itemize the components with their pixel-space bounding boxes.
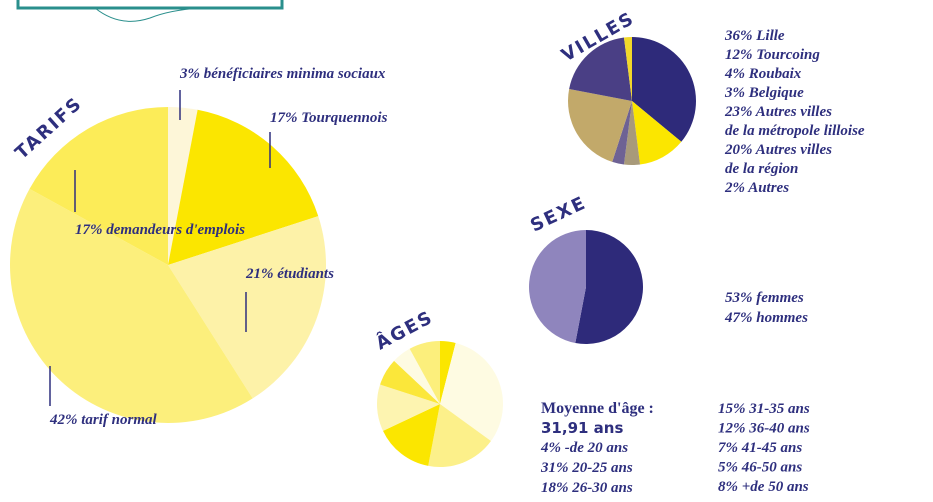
slice-label: 5% 46-50 ans	[718, 460, 802, 476]
slice-label: 8% +de 50 ans	[718, 479, 809, 495]
slice-label: 12% 36-40 ans	[718, 421, 810, 437]
decor-line	[95, 8, 200, 21]
slice-label: 17% Tourquennois	[270, 110, 388, 126]
slice-label: 4% -de 20 ans	[540, 440, 628, 456]
slice-label: 3% Belgique	[724, 85, 804, 101]
slice-label: 47% hommes	[724, 310, 808, 326]
chart-title: SEXE	[527, 192, 590, 236]
slice-label: 42% tarif normal	[49, 412, 158, 428]
slice-label: 53% femmes	[725, 290, 804, 306]
slice-label: 2% Autres	[724, 180, 789, 196]
slice-label: 21% étudiants	[245, 266, 334, 282]
slice-label: 7% 41-45 ans	[718, 440, 802, 456]
pie-slice	[529, 230, 586, 343]
slice-label: 3% bénéficiaires minima sociaux	[179, 66, 386, 82]
decor-frame	[18, 0, 282, 8]
slice-label: 36% Lille	[724, 28, 785, 44]
slice-label: 31% 20-25 ans	[540, 460, 633, 476]
slice-label: 17% demandeurs d'emplois	[75, 222, 245, 238]
slice-label: 15% 31-35 ans	[718, 401, 810, 417]
infographic: TARIFS3% bénéficiaires minima sociaux17%…	[0, 0, 933, 502]
annotation: 31,91 ans	[541, 419, 623, 437]
slice-label: 12% Tourcoing	[725, 47, 820, 63]
slice-label: 18% 26-30 ans	[541, 480, 633, 496]
annotation: Moyenne d'âge :	[541, 400, 654, 417]
slice-label: 4% Roubaix	[724, 66, 802, 82]
